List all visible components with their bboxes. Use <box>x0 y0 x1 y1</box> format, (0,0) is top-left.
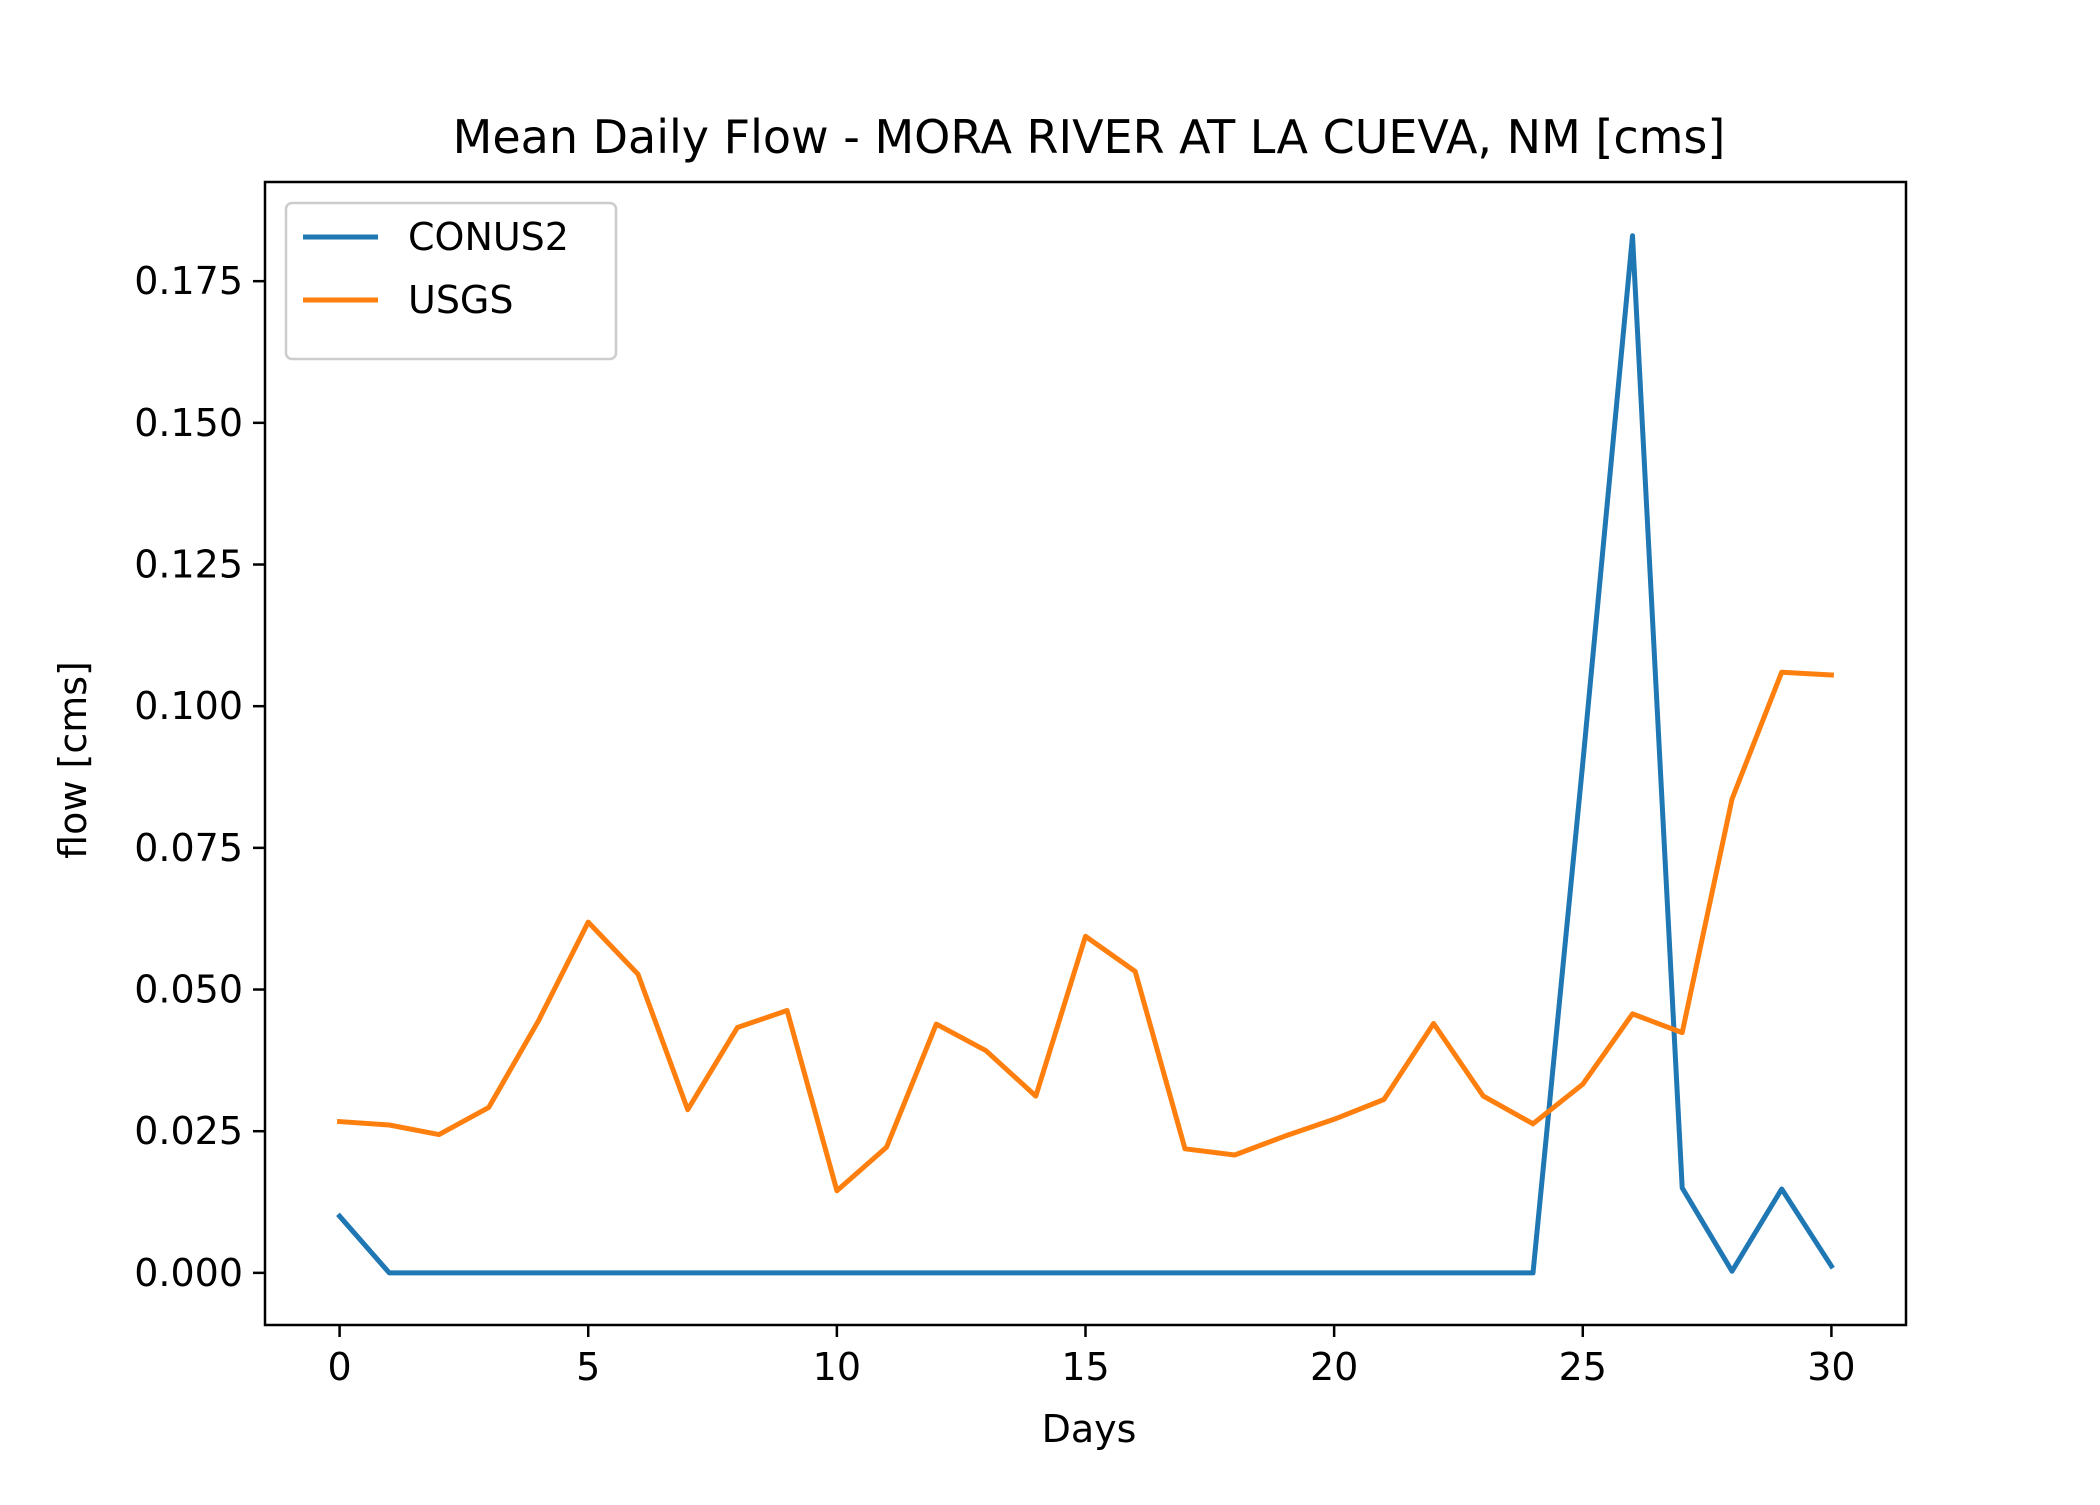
legend-label-conus2: CONUS2 <box>408 215 569 259</box>
x-axis-label: Days <box>1042 1407 1137 1451</box>
legend-box <box>284 201 618 361</box>
legend: CONUS2 USGS <box>284 201 618 361</box>
x-tick-label: 25 <box>1559 1345 1607 1389</box>
x-tick-label: 30 <box>1807 1345 1855 1389</box>
x-tick-label: 10 <box>813 1345 861 1389</box>
x-tick-label: 20 <box>1310 1345 1358 1389</box>
legend-label-usgs: USGS <box>408 278 514 322</box>
x-tick-label: 15 <box>1061 1345 1109 1389</box>
y-tick-label: 0.125 <box>134 543 243 587</box>
y-tick-label: 0.100 <box>134 684 243 728</box>
plot-area <box>336 233 1835 1276</box>
y-axis-label: flow [cms] <box>51 661 95 859</box>
y-tick-label: 0.050 <box>134 968 243 1012</box>
series-line-conus2 <box>336 233 1835 1276</box>
x-tick-label: 5 <box>576 1345 600 1389</box>
y-tick-label: 0.025 <box>134 1109 243 1153</box>
y-tick-label: 0.150 <box>134 401 243 445</box>
y-tick-label: 0.175 <box>134 259 243 303</box>
x-tick-label: 0 <box>327 1345 351 1389</box>
x-axis: 0 5 10 15 20 25 30 <box>327 1325 1856 1389</box>
y-axis: 0.000 0.025 0.050 0.075 0.100 0.125 0.150 0.175 <box>134 259 265 1295</box>
chart-title: Mean Daily Flow - MORA RIVER AT LA CUEVA… <box>453 110 1726 164</box>
y-tick-label: 0.000 <box>134 1251 243 1295</box>
series-line-usgs <box>336 669 1835 1194</box>
y-tick-label: 0.075 <box>134 826 243 870</box>
